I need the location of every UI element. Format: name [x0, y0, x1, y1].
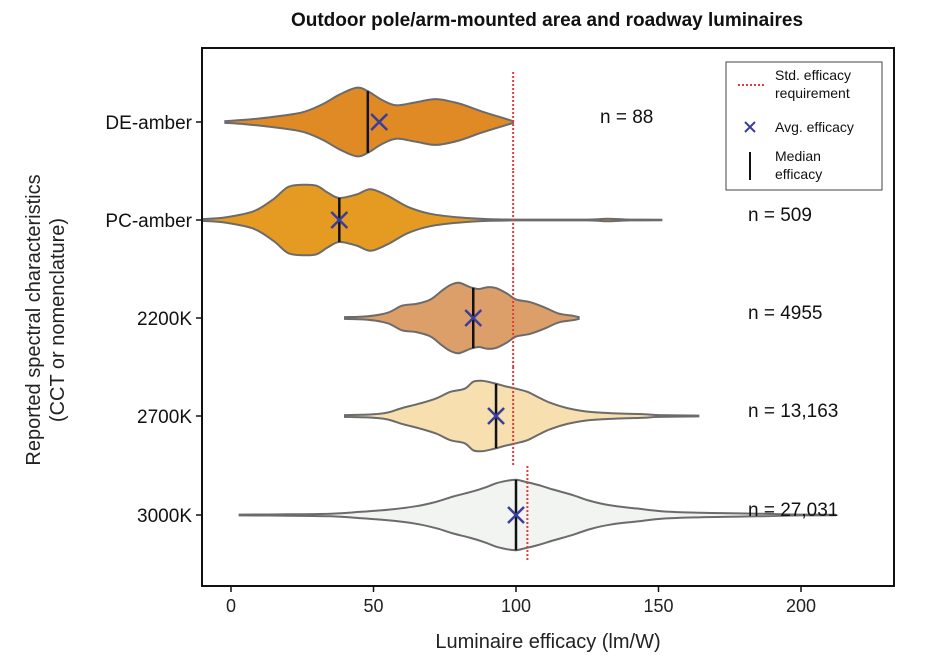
y-axis-label: Reported spectral characteristics (CCT o… [23, 174, 69, 465]
category-label-de-amber: DE-amber [105, 113, 192, 134]
legend-std-label-line2: requirement [775, 85, 850, 101]
mean-marker-2700k [487, 407, 505, 425]
x-tick-label: 200 [786, 596, 816, 616]
violin-3000k [238, 478, 837, 552]
violin-2200k [344, 281, 580, 355]
category-label-3000k: 3000K [137, 506, 192, 527]
n-label-3000k: n = 27,031 [748, 500, 838, 521]
category-label-pc-amber: PC-amber [105, 211, 192, 232]
legend-avg-swatch [744, 121, 756, 133]
legend-median-label-line1: Median [775, 148, 821, 164]
violin-2700k [344, 379, 700, 453]
y-axis-label-line1: Reported spectral characteristics [23, 174, 45, 465]
mean-marker-3000k [507, 506, 525, 524]
x-axis-ticks: 0 50 100 150 200 [226, 586, 816, 616]
x-axis-label: Luminaire efficacy (lm/W) [435, 631, 660, 653]
x-tick-label: 100 [501, 596, 531, 616]
y-axis-category-labels: DE-amber PC-amber 2200K 2700K 3000K [105, 113, 202, 527]
chart-title: Outdoor pole/arm-mounted area and roadwa… [291, 10, 803, 31]
sample-size-labels: n = 88 n = 509 n = 4955 n = 13,163 n = 27,03… [600, 107, 838, 521]
violin-de-amber [224, 86, 515, 158]
x-tick-label: 50 [363, 596, 383, 616]
n-label-2200k: n = 4955 [748, 303, 823, 324]
category-label-2700k: 2700K [137, 407, 192, 428]
mean-marker-de-amber [370, 113, 389, 131]
x-tick-label: 150 [643, 596, 673, 616]
n-label-pc-amber: n = 509 [748, 205, 812, 226]
category-label-2200k: 2200K [137, 309, 192, 330]
mean-markers [330, 113, 525, 524]
mean-marker-2200k [464, 309, 483, 327]
x-tick-label: 0 [226, 596, 236, 616]
legend-std-label-line1: Std. efficacy [775, 67, 851, 83]
violin-pc-amber [201, 183, 663, 257]
n-label-de-amber: n = 88 [600, 107, 653, 128]
plot-frame [201, 47, 895, 587]
legend-median-label-line2: efficacy [775, 166, 822, 182]
legend: Std. efficacy requirement Avg. efficacy … [725, 61, 883, 191]
std-requirement-lines [512, 72, 529, 562]
y-axis-label-line2: (CCT or nomenclature) [47, 218, 69, 422]
legend-avg-label: Avg. efficacy [775, 119, 854, 135]
n-label-2700k: n = 13,163 [748, 401, 838, 422]
violins-layer [201, 86, 837, 552]
mean-marker-pc-amber [330, 211, 349, 229]
